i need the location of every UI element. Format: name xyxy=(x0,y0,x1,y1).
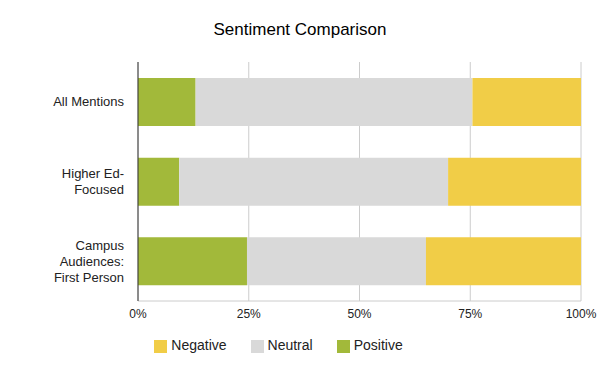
html-text:Sentiment Comparison: Sentiment Comparison xyxy=(213,20,387,39)
html-text:Positive: Positive xyxy=(353,337,403,353)
html-text:Neutral: Neutral xyxy=(267,337,313,353)
html-text:Negative: Negative xyxy=(171,337,227,353)
svg-text:25%: 25% xyxy=(237,307,261,321)
svg-text:100%: 100% xyxy=(566,307,592,321)
svg-text:0%: 0% xyxy=(129,307,147,321)
svg-text:Higher Ed-Focused: Higher Ed-Focused xyxy=(62,166,124,197)
svg-text:CampusAudiences:First Person: CampusAudiences:First Person xyxy=(54,238,125,285)
svg-text:50%: 50% xyxy=(347,307,371,321)
svg-text:75%: 75% xyxy=(458,307,482,321)
svg-text:All Mentions: All Mentions xyxy=(53,94,124,109)
